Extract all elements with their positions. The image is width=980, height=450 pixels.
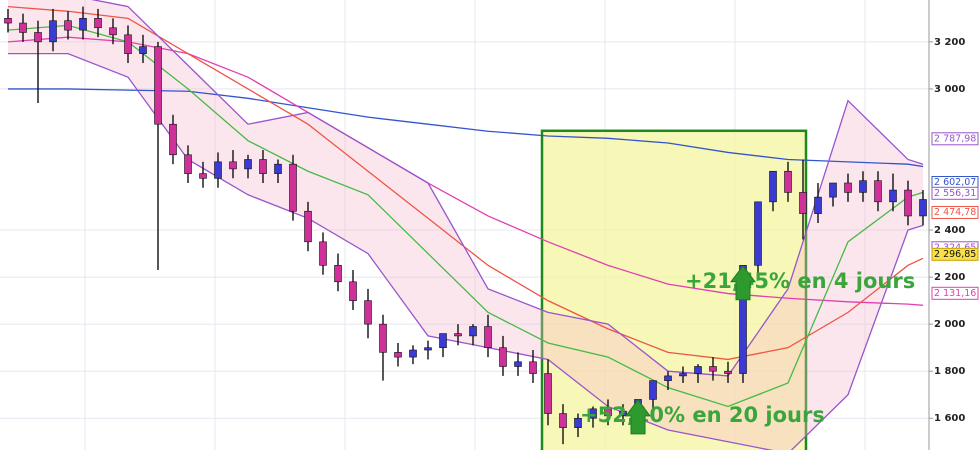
candle-body — [49, 20, 57, 43]
annotation: +52,10% en 20 jours — [580, 403, 825, 427]
candle-body — [304, 210, 312, 243]
candle-body — [469, 326, 477, 337]
y-tick-label: 1 800 — [934, 366, 965, 377]
price-label-box — [931, 186, 979, 200]
candle-body — [94, 18, 102, 29]
candle-body — [514, 361, 522, 367]
price-label: 2 602,07 — [934, 177, 976, 188]
y-tick-label: 3 200 — [934, 37, 965, 48]
candle-body — [799, 192, 807, 214]
candle-body — [679, 373, 687, 377]
price-label-box — [931, 132, 979, 146]
candle-body — [64, 20, 72, 31]
y-tick-label: 2 200 — [934, 272, 965, 283]
candle-body — [109, 27, 117, 36]
candle-body — [19, 22, 27, 33]
candle-body — [499, 347, 507, 367]
candle-body — [649, 380, 657, 400]
price-label-box — [931, 286, 979, 300]
candle-body — [889, 189, 897, 203]
candle-body — [694, 366, 702, 374]
candle-body — [409, 349, 417, 358]
candle-body — [574, 417, 582, 428]
candle-body — [289, 163, 297, 212]
y-tick-label: 3 400 — [934, 0, 965, 1]
price-label: 2 296,85 — [934, 249, 976, 260]
candle-body — [379, 323, 387, 353]
candle-body — [544, 373, 552, 414]
candle-body — [559, 413, 567, 428]
indicator-line — [8, 88, 924, 168]
indicator-line — [7, 24, 924, 408]
candle-body — [259, 159, 267, 174]
candle-body — [484, 326, 492, 348]
candle-body — [214, 161, 222, 179]
price-label: 2 474,78 — [934, 207, 976, 218]
candle-body — [724, 370, 732, 374]
candle-body — [169, 123, 177, 156]
candle-body — [124, 34, 132, 54]
candle-body — [349, 281, 357, 301]
candle-body — [919, 199, 927, 217]
candle-body — [709, 366, 717, 372]
candle-body — [139, 46, 147, 54]
y-tick-label: 2 400 — [934, 225, 965, 236]
candle-body — [619, 410, 627, 417]
price-label-box — [931, 205, 979, 219]
candle-body — [439, 333, 447, 348]
highlight-box — [540, 129, 808, 450]
candle-body — [79, 18, 87, 31]
candle-body — [364, 300, 372, 325]
candle-body — [319, 241, 327, 266]
candle-body — [859, 180, 867, 193]
candle-body — [394, 352, 402, 358]
candle-body — [229, 161, 237, 170]
price-label-box — [931, 247, 979, 261]
price-axis: 3 400 3 200 3 000 2 400 2 200 2 000 1 800 1 600… — [929, 0, 979, 424]
candle-body — [4, 18, 12, 24]
price-label: 2 324,65 — [934, 242, 976, 253]
candle-body — [769, 170, 777, 203]
y-tick-label: 1 600 — [934, 413, 965, 424]
candle-body — [454, 333, 462, 337]
candle-body — [784, 170, 792, 193]
candle-body — [874, 180, 882, 203]
arrow — [625, 399, 651, 435]
indicator-line — [7, 36, 924, 306]
bollinger-band — [8, 0, 923, 450]
candle-body — [154, 46, 162, 125]
candle-body — [604, 408, 612, 417]
candle-body — [904, 189, 912, 217]
candle-body — [274, 163, 282, 174]
y-tick-label: 2 000 — [934, 319, 965, 330]
price-label: 2 131,16 — [934, 288, 976, 299]
candle-body — [754, 201, 762, 266]
candle-body — [34, 32, 42, 43]
candle-body — [199, 173, 207, 179]
price-label: 2 556,31 — [934, 188, 976, 199]
indicator-line — [91, 0, 924, 377]
candle-body — [244, 159, 252, 170]
plot-area: +52,10% en 20 jours +21,45% en 4 jours — [0, 0, 929, 450]
y-tick-label: 3 000 — [934, 84, 965, 95]
candle-body — [184, 154, 192, 174]
candle-body — [814, 196, 822, 214]
candle-body — [589, 408, 597, 419]
candle-body — [829, 182, 837, 198]
candle-body — [664, 375, 672, 381]
candle-body — [424, 347, 432, 351]
price-label: 2 787,98 — [934, 133, 976, 144]
arrow — [730, 264, 756, 301]
annotation: +21,45% en 4 jours — [685, 269, 915, 293]
candle-body — [334, 265, 342, 283]
candle-body — [529, 361, 537, 374]
candle-body — [844, 182, 852, 193]
